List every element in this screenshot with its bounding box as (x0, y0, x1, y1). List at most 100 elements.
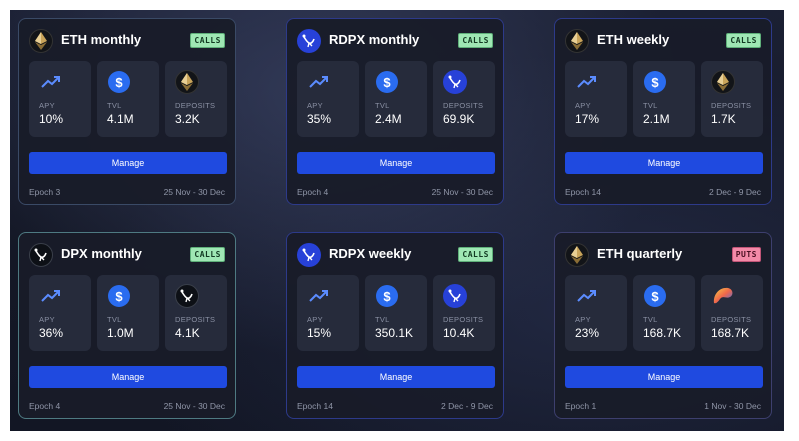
apy-stat: APY 17% (565, 61, 627, 137)
vault-title: ETH quarterly (597, 246, 683, 261)
tvl-stat: $ TVL 2.4M (365, 61, 427, 137)
tvl-label: TVL (107, 315, 122, 324)
deposits-stat: DEPOSITS 69.9K (433, 61, 495, 137)
manage-button[interactable]: Manage (565, 366, 763, 388)
deposits-label: DEPOSITS (175, 101, 216, 110)
vault-title: ETH monthly (61, 32, 142, 47)
eth-icon (565, 243, 589, 267)
apy-value: 23% (575, 326, 600, 340)
tvl-stat: $ TVL 1.0M (97, 275, 159, 351)
tvl-value: 350.1K (375, 326, 414, 340)
apy-value: 10% (39, 112, 64, 126)
vault-grid-background: ETH monthly CALLS APY 10% $ TVL 4.1M DEP… (10, 10, 784, 431)
dollar-icon: $ (643, 284, 667, 308)
option-type-badge: PUTS (731, 247, 761, 262)
dpx-icon (175, 284, 199, 308)
trending-up-icon (307, 70, 331, 94)
tvl-value: 1.0M (107, 326, 134, 340)
dollar-icon: $ (107, 70, 131, 94)
option-type-badge: CALLS (458, 247, 493, 262)
card-header: DPX monthly CALLS (29, 243, 225, 267)
deposits-label: DEPOSITS (711, 101, 752, 110)
rdpx-icon (443, 70, 467, 94)
tvl-stat: $ TVL 4.1M (97, 61, 159, 137)
deposits-value: 69.9K (443, 112, 475, 126)
tvl-stat: $ TVL 2.1M (633, 61, 695, 137)
vault-card-dpx-monthly[interactable]: DPX monthly CALLS APY 36% $ TVL 1.0M DEP… (18, 232, 236, 419)
deposits-value: 168.7K (711, 326, 750, 340)
option-type-badge: CALLS (190, 247, 225, 262)
eth-icon (711, 70, 735, 94)
epoch-dates: 1 Nov - 30 Dec (704, 401, 761, 411)
option-type-badge: CALLS (190, 33, 225, 48)
deposits-stat: DEPOSITS 10.4K (433, 275, 495, 351)
manage-button[interactable]: Manage (297, 366, 495, 388)
rdpx-icon (297, 243, 321, 267)
manage-button[interactable]: Manage (29, 152, 227, 174)
dollar-icon: $ (375, 284, 399, 308)
eth-icon (29, 29, 53, 53)
apy-stat: APY 35% (297, 61, 359, 137)
dollar-icon: $ (643, 70, 667, 94)
deposits-value: 3.2K (175, 112, 200, 126)
rdpx-icon (297, 29, 321, 53)
apy-label: APY (575, 101, 591, 110)
card-header: ETH monthly CALLS (29, 29, 225, 53)
dollar-icon: $ (107, 284, 131, 308)
apy-stat: APY 23% (565, 275, 627, 351)
epoch-label: Epoch 1 (565, 401, 597, 411)
apy-stat: APY 15% (297, 275, 359, 351)
apy-value: 36% (39, 326, 64, 340)
deposits-label: DEPOSITS (443, 315, 484, 324)
epoch-label: Epoch 3 (29, 187, 61, 197)
deposits-value: 1.7K (711, 112, 736, 126)
eth-icon (175, 70, 199, 94)
vault-title: ETH weekly (597, 32, 670, 47)
tvl-label: TVL (375, 101, 390, 110)
trending-up-icon (575, 284, 599, 308)
vault-title: RDPX weekly (329, 246, 412, 261)
deposits-stat: DEPOSITS 4.1K (165, 275, 227, 351)
apy-value: 15% (307, 326, 332, 340)
vault-card-eth-weekly[interactable]: ETH weekly CALLS APY 17% $ TVL 2.1M DEPO… (554, 18, 772, 205)
vault-card-rdpx-monthly[interactable]: RDPX monthly CALLS APY 35% $ TVL 2.4M DE… (286, 18, 504, 205)
rdpx-icon (443, 284, 467, 308)
epoch-label: Epoch 4 (29, 401, 61, 411)
vault-card-eth-quarterly[interactable]: ETH quarterly PUTS APY 23% $ TVL 168.7K … (554, 232, 772, 419)
apy-stat: APY 36% (29, 275, 91, 351)
card-header: RDPX weekly CALLS (297, 243, 493, 267)
tvl-label: TVL (375, 315, 390, 324)
apy-label: APY (39, 315, 55, 324)
trending-up-icon (307, 284, 331, 308)
deposits-label: DEPOSITS (443, 101, 484, 110)
manage-button[interactable]: Manage (565, 152, 763, 174)
deposits-stat: DEPOSITS 3.2K (165, 61, 227, 137)
epoch-label: Epoch 4 (297, 187, 329, 197)
epoch-label: Epoch 14 (297, 401, 333, 411)
vault-card-rdpx-weekly[interactable]: RDPX weekly CALLS APY 15% $ TVL 350.1K D… (286, 232, 504, 419)
tvl-value: 168.7K (643, 326, 682, 340)
manage-button[interactable]: Manage (29, 366, 227, 388)
card-header: ETH weekly CALLS (565, 29, 761, 53)
vault-title: RDPX monthly (329, 32, 420, 47)
tvl-label: TVL (643, 315, 658, 324)
apy-label: APY (575, 315, 591, 324)
option-type-badge: CALLS (458, 33, 493, 48)
apy-stat: APY 10% (29, 61, 91, 137)
trending-up-icon (575, 70, 599, 94)
vault-card-eth-monthly[interactable]: ETH monthly CALLS APY 10% $ TVL 4.1M DEP… (18, 18, 236, 205)
trending-up-icon (39, 70, 63, 94)
deposits-label: DEPOSITS (175, 315, 216, 324)
tvl-label: TVL (107, 101, 122, 110)
tvl-value: 2.4M (375, 112, 402, 126)
apy-value: 17% (575, 112, 600, 126)
trending-up-icon (39, 284, 63, 308)
tvl-stat: $ TVL 350.1K (365, 275, 427, 351)
card-header: RDPX monthly CALLS (297, 29, 493, 53)
option-type-badge: CALLS (726, 33, 761, 48)
curve-token-icon (711, 284, 735, 308)
apy-label: APY (39, 101, 55, 110)
epoch-label: Epoch 14 (565, 187, 601, 197)
manage-button[interactable]: Manage (297, 152, 495, 174)
vault-title: DPX monthly (61, 246, 142, 261)
